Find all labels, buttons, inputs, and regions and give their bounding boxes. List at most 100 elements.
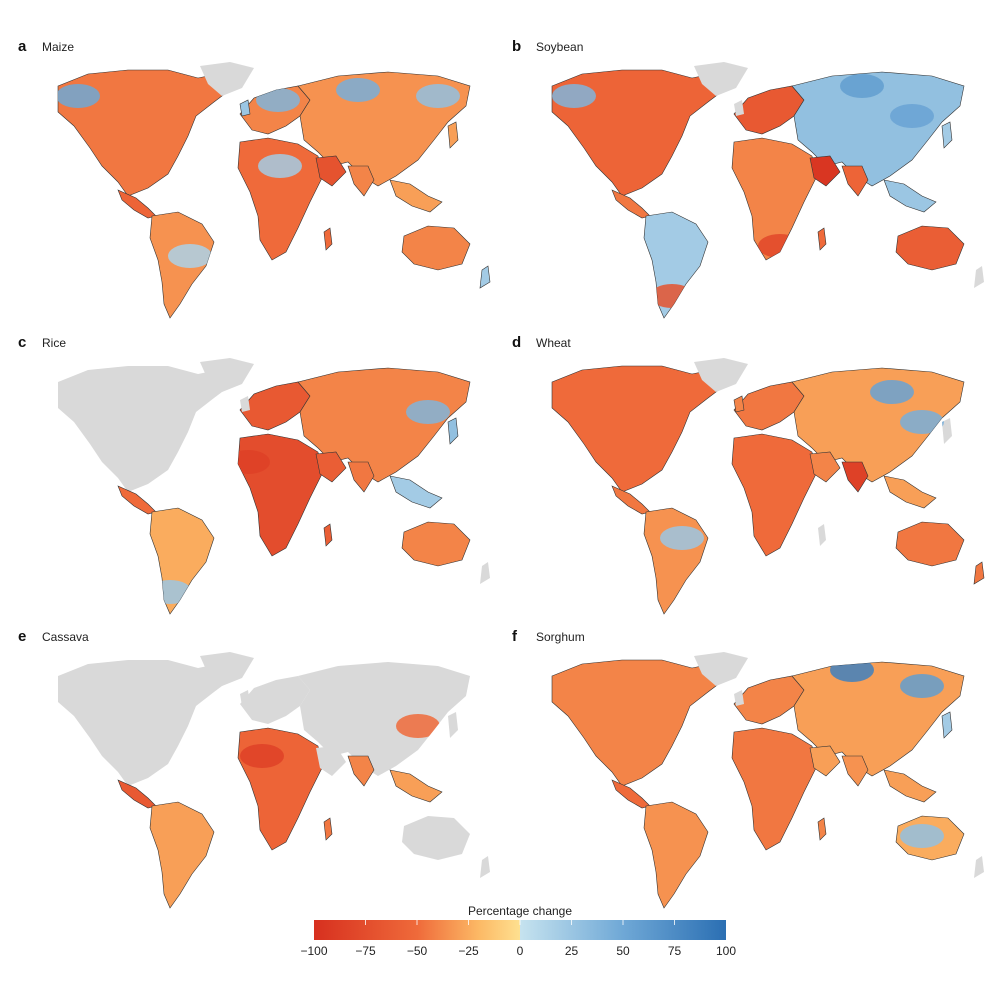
- crop-region-japan: [941, 121, 953, 149]
- crop-region-north-america: [551, 69, 725, 197]
- change-hotspot: [240, 744, 284, 768]
- crop-region-central-america: [611, 189, 651, 219]
- colorbar-tick-label: 0: [516, 944, 524, 958]
- colorbar-tick-label: −25: [458, 944, 479, 958]
- crop-region-europe: [733, 675, 805, 725]
- panel-rice: c Rice: [18, 334, 508, 624]
- crop-region-india: [347, 461, 375, 493]
- world-map-rice: [58, 358, 490, 615]
- panel-title: Wheat: [536, 336, 571, 350]
- crop-region-arabia: [809, 745, 841, 777]
- change-hotspot: [660, 526, 704, 550]
- crop-region-south-america: [643, 211, 709, 319]
- world-map-cassava: [58, 652, 490, 909]
- crop-region-central-america: [117, 189, 157, 219]
- crop-region-asia: [791, 71, 965, 187]
- crop-region-australia: [401, 225, 471, 271]
- change-hotspot: [406, 400, 450, 424]
- crop-region-japan: [447, 417, 459, 445]
- crop-region-new-zealand: [973, 561, 985, 585]
- crop-region-africa: [731, 433, 817, 557]
- crop-region-europe: [733, 85, 805, 135]
- crop-region-new-zealand: [479, 265, 491, 289]
- panel-wheat: d Wheat: [512, 334, 1000, 624]
- crop-region-uk: [239, 99, 251, 117]
- change-hotspot: [58, 84, 100, 108]
- landmass-greenland: [694, 652, 748, 686]
- landmass-uk: [734, 690, 744, 706]
- crop-region-australia: [895, 225, 965, 271]
- world-map-maize: [57, 62, 491, 319]
- colorbar-tick-labels: −100 −75 −50 −25 0 25 50 75 100: [300, 944, 740, 960]
- change-hotspot: [552, 84, 596, 108]
- panel-letter: d: [512, 334, 522, 351]
- crop-region-central-america: [117, 485, 157, 515]
- crop-region-south-america: [643, 507, 709, 615]
- crop-region-north-america: [57, 69, 231, 197]
- landmass-japan: [448, 712, 458, 738]
- landmass-japan: [942, 418, 952, 444]
- panel-soybean: b Soybean: [512, 38, 1000, 328]
- change-hotspot: [258, 154, 302, 178]
- crop-region-india: [841, 461, 869, 493]
- legend-title: Percentage change: [467, 904, 573, 918]
- crop-region-india: [347, 755, 375, 787]
- panel-sorghum: f Sorghum: [512, 628, 1000, 918]
- crop-region-south-america: [149, 801, 215, 909]
- change-hotspot: [900, 410, 944, 434]
- landmass-uk: [240, 690, 250, 706]
- crop-region-asia: [297, 367, 471, 483]
- panel-letter: b: [512, 38, 522, 55]
- crop-region-madagascar: [323, 817, 333, 841]
- landmass-greenland: [200, 62, 254, 96]
- change-hotspot: [758, 234, 802, 258]
- crop-region-south-america: [643, 801, 709, 909]
- world-map-sorghum: [551, 652, 984, 909]
- landmass-madagascar: [818, 524, 826, 546]
- colorbar: [314, 920, 726, 940]
- crop-region-southeast-asia: [883, 475, 937, 509]
- regional-variation: [58, 78, 460, 268]
- panel-title: Sorghum: [536, 630, 585, 644]
- crop-region-central-america: [611, 779, 651, 809]
- crop-region-india: [347, 165, 375, 197]
- colorbar-tick-label: −50: [406, 944, 428, 958]
- change-hotspot: [840, 74, 884, 98]
- panel-title: Soybean: [536, 40, 584, 54]
- change-hotspot: [830, 658, 874, 682]
- crop-region-southeast-asia: [389, 769, 443, 803]
- change-hotspot: [168, 244, 212, 268]
- landmass-north-america: [58, 660, 230, 786]
- crop-region-europe: [733, 381, 805, 431]
- change-hotspot: [396, 714, 440, 738]
- change-hotspot: [226, 450, 270, 474]
- landmass-europe: [240, 676, 310, 724]
- crop-region-north-america: [551, 659, 725, 787]
- crop-region-madagascar: [817, 817, 827, 841]
- change-hotspot: [256, 88, 300, 112]
- crop-region-central-america: [117, 779, 157, 809]
- colorbar-tick-label: −100: [300, 944, 328, 958]
- crop-region-africa: [731, 727, 817, 851]
- panel-title: Maize: [42, 40, 75, 54]
- landmass-greenland: [694, 358, 748, 392]
- landmass-arabia: [316, 746, 346, 776]
- crop-region-australia: [401, 521, 471, 567]
- crop-region-japan: [941, 711, 953, 739]
- landmass-new-zealand: [480, 562, 490, 584]
- crop-region-southeast-asia: [389, 475, 443, 509]
- crop-region-southeast-asia: [389, 179, 443, 213]
- panel-letter: e: [18, 628, 27, 645]
- crop-region-arabia: [809, 155, 841, 187]
- crop-region-arabia: [315, 155, 347, 187]
- panel-cassava: e Cassava: [18, 628, 508, 918]
- panel-maize: a Maize: [18, 38, 508, 328]
- crop-region-india: [841, 165, 869, 197]
- crop-region-asia: [791, 367, 965, 483]
- panel-letter: a: [18, 38, 27, 55]
- change-hotspot: [900, 674, 944, 698]
- crop-region-madagascar: [323, 523, 333, 547]
- crop-region-madagascar: [323, 227, 333, 251]
- crop-region-uk: [733, 395, 745, 413]
- colorbar-tick-label: 100: [715, 944, 737, 958]
